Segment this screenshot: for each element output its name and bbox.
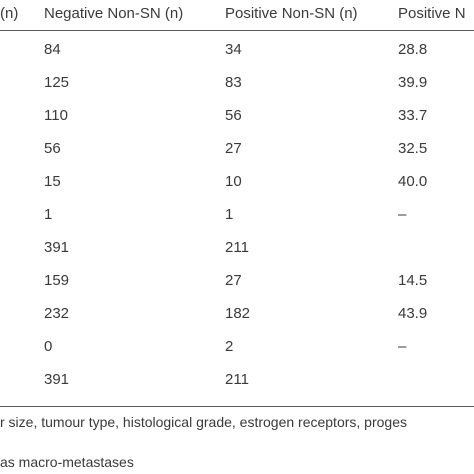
table-row: 0 2 – [0, 338, 474, 368]
cell-negative: 56 [44, 140, 61, 157]
cell-negative: 232 [44, 305, 70, 322]
cell-negative: 159 [44, 272, 70, 289]
table-row: 84 34 28.8 [0, 41, 474, 71]
cell-positive: 34 [225, 41, 242, 58]
cell-percent: 43.9 [398, 305, 428, 322]
table-row: 232 182 43.9 [0, 305, 474, 335]
header-positive-n: Positive N [398, 5, 466, 22]
cell-percent: 33.7 [398, 107, 428, 124]
cell-percent: 28.8 [398, 41, 428, 58]
cell-positive: 27 [225, 140, 242, 157]
table-row: 391 211 [0, 371, 474, 401]
cell-negative: 15 [44, 173, 61, 190]
header-positive-non-sn: Positive Non-SN (n) [225, 5, 358, 22]
cell-negative: 110 [44, 107, 68, 124]
cell-negative: 1 [44, 206, 53, 223]
table-row: 391 211 [0, 239, 474, 269]
cell-percent: 39.9 [398, 74, 428, 91]
table-bottom-rule [0, 406, 474, 407]
cell-negative: 0 [44, 338, 53, 355]
header-col-n: (n) [0, 5, 19, 22]
cell-percent: – [398, 206, 407, 223]
header-negative-non-sn: Negative Non-SN (n) [44, 5, 184, 22]
cell-positive: 2 [225, 338, 234, 355]
table-row: 1 1 – [0, 206, 474, 236]
cell-positive: 27 [225, 272, 242, 289]
table-row: 56 27 32.5 [0, 140, 474, 170]
header-divider [0, 30, 474, 31]
cell-positive: 10 [225, 173, 242, 190]
cell-negative: 84 [44, 41, 61, 58]
cell-negative: 391 [44, 371, 70, 388]
cell-percent: 14.5 [398, 272, 428, 289]
cell-percent: – [398, 338, 407, 355]
cell-negative: 391 [44, 239, 70, 256]
cell-positive: 182 [225, 305, 251, 322]
table-row: 15 10 40.0 [0, 173, 474, 203]
footnote-line-1: r size, tumour type, histological grade,… [0, 414, 407, 430]
cell-positive: 56 [225, 107, 242, 124]
cell-positive: 83 [225, 74, 242, 91]
table-row: 159 27 14.5 [0, 272, 474, 302]
table-header: (n) Negative Non-SN (n) Positive Non-SN … [0, 0, 474, 29]
table-row: 110 56 33.7 [0, 107, 474, 137]
cell-percent: 40.0 [398, 173, 428, 190]
footnote-line-2: as macro-metastases [0, 454, 134, 470]
table-row: 125 83 39.9 [0, 74, 474, 104]
cell-positive: 211 [225, 371, 249, 388]
cell-negative: 125 [44, 74, 70, 91]
cell-positive: 211 [225, 239, 249, 256]
cell-positive: 1 [225, 206, 234, 223]
cell-percent: 32.5 [398, 140, 428, 157]
